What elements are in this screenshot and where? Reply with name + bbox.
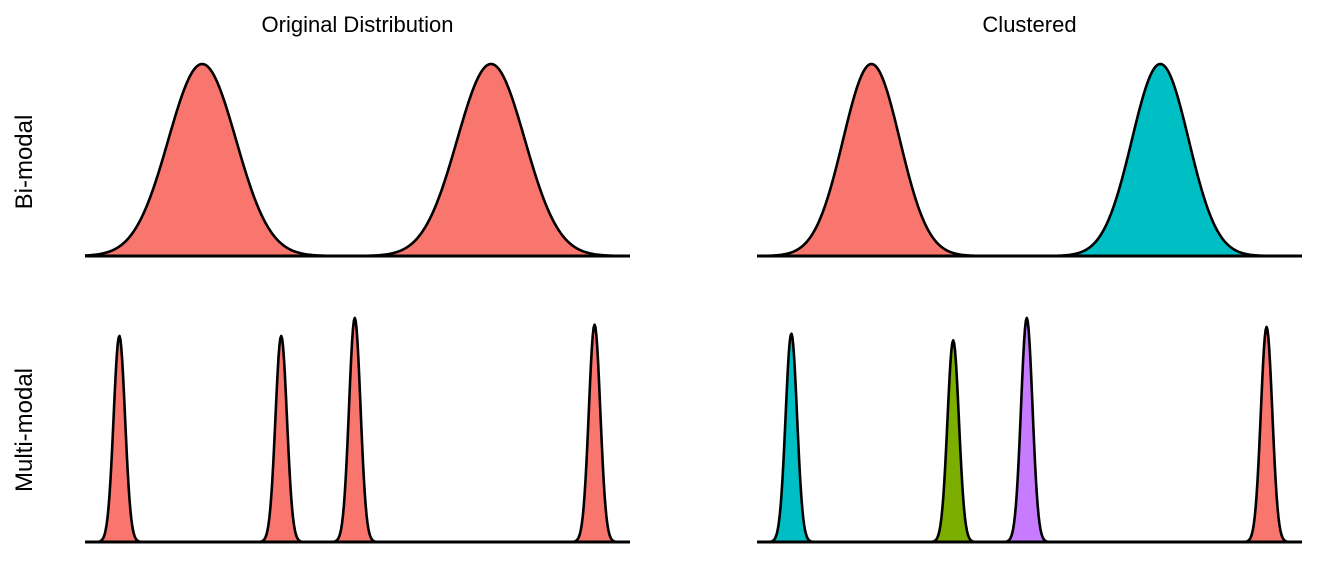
- column-title-original: Original Distribution: [261, 12, 454, 37]
- panel-bimodal-original: [84, 62, 631, 258]
- density-area-1: [85, 336, 201, 542]
- panel-bimodal-clustered: [756, 62, 1303, 258]
- panel-multimodal-clustered: [756, 316, 1303, 544]
- density-area-1: [757, 64, 1017, 256]
- density-area-2: [1016, 64, 1302, 256]
- density-area-2: [872, 340, 991, 542]
- density-area-1: [757, 333, 873, 542]
- column-title-clustered: Clustered: [982, 12, 1077, 37]
- row-title-bimodal: Bi-modal: [11, 114, 38, 210]
- row-title-multimodal: Multi-modal: [11, 367, 38, 493]
- density-area-3: [990, 318, 1148, 542]
- panel-multimodal-original: [84, 316, 631, 544]
- density-area-1: [85, 64, 348, 256]
- density-area-3: [318, 318, 476, 542]
- density-area-2: [347, 64, 630, 256]
- density-area-2: [200, 335, 319, 542]
